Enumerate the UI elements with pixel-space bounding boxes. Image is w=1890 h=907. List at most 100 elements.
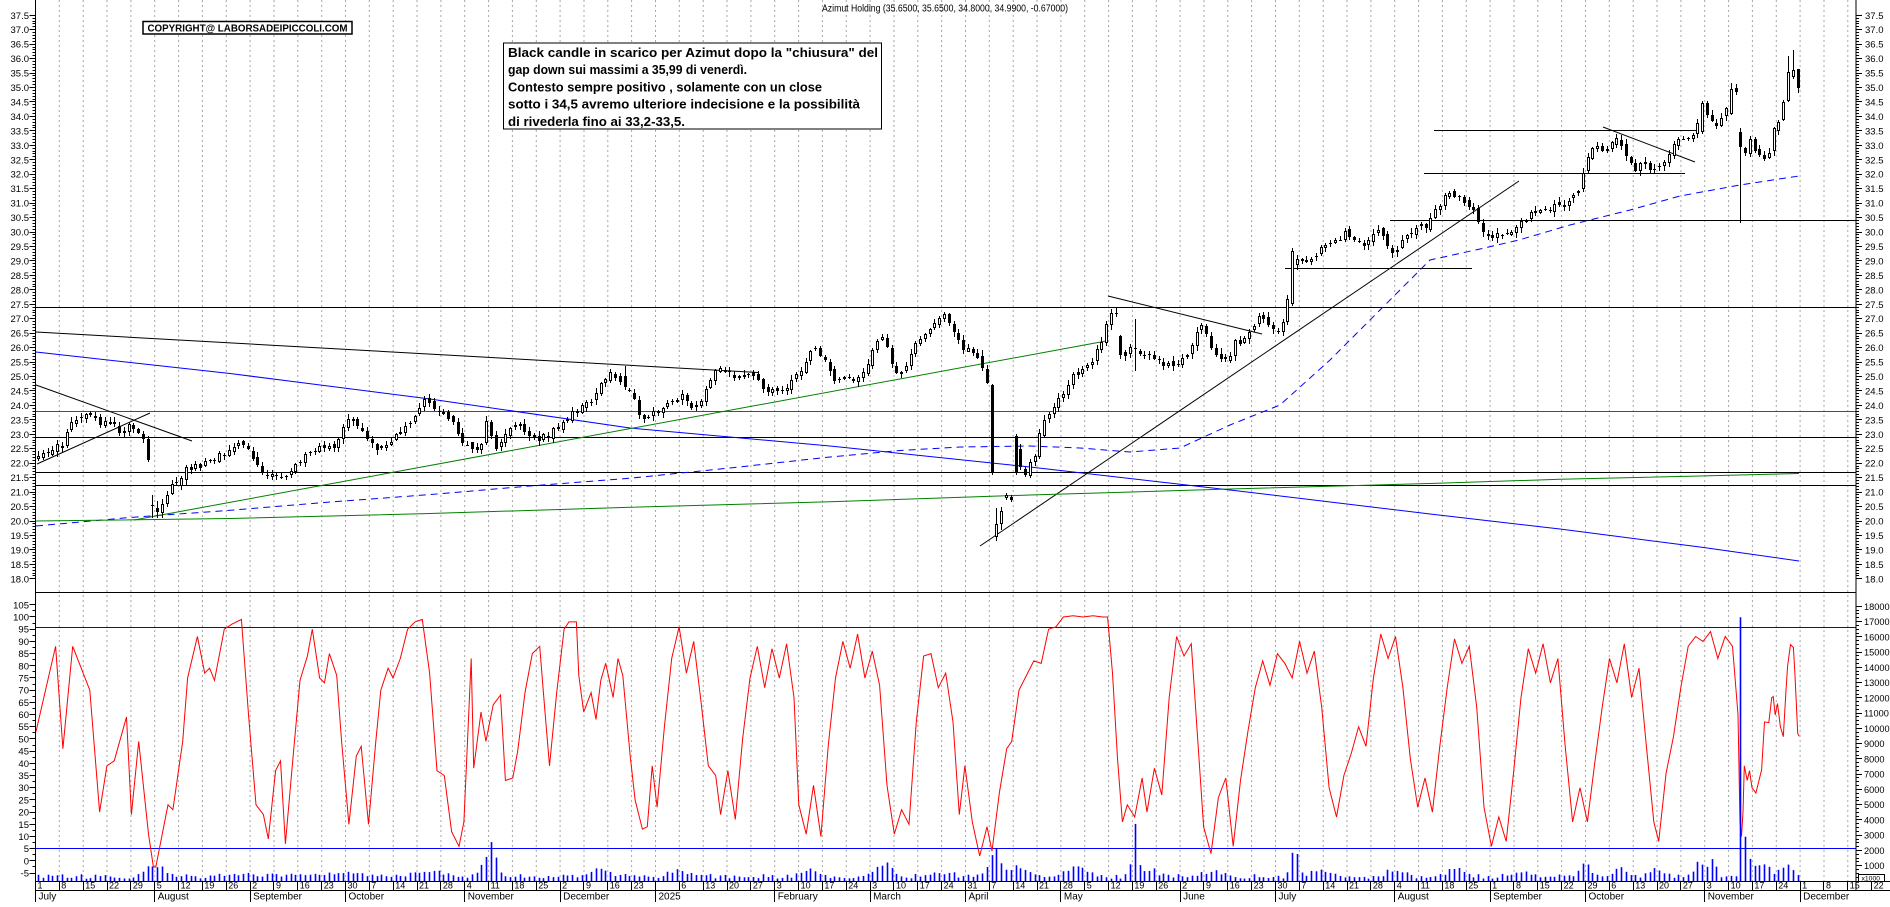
svg-text:26.5: 26.5: [11, 329, 30, 340]
svg-text:20.5: 20.5: [1865, 502, 1884, 513]
svg-text:22: 22: [1564, 881, 1574, 891]
svg-text:24: 24: [848, 881, 858, 891]
svg-text:6000: 6000: [1864, 785, 1884, 795]
svg-text:15000: 15000: [1864, 648, 1890, 658]
svg-text:25: 25: [538, 881, 548, 891]
svg-text:31: 31: [968, 881, 978, 891]
svg-text:25: 25: [1468, 881, 1478, 891]
svg-text:August: August: [158, 892, 189, 903]
svg-text:32.5: 32.5: [1865, 155, 1884, 166]
svg-text:33.0: 33.0: [1865, 141, 1884, 152]
svg-text:37.0: 37.0: [11, 25, 30, 36]
svg-text:23.5: 23.5: [1865, 415, 1884, 426]
svg-text:19.5: 19.5: [11, 531, 30, 542]
svg-text:4000: 4000: [1864, 816, 1884, 826]
svg-text:21: 21: [419, 881, 429, 891]
svg-text:22.5: 22.5: [1865, 444, 1884, 455]
svg-text:1000: 1000: [1864, 861, 1884, 871]
svg-text:60: 60: [18, 710, 29, 721]
svg-text:23.0: 23.0: [11, 430, 30, 441]
svg-text:x1000: x1000: [1862, 876, 1881, 883]
svg-text:24.0: 24.0: [11, 401, 30, 412]
svg-text:22: 22: [109, 881, 119, 891]
svg-text:10: 10: [1731, 881, 1741, 891]
svg-text:30.5: 30.5: [1865, 213, 1884, 224]
svg-text:24.0: 24.0: [1865, 401, 1884, 412]
svg-text:di rivederla fino ai 33,2-33,5: di rivederla fino ai 33,2-33,5.: [508, 115, 685, 129]
svg-text:17: 17: [920, 881, 930, 891]
svg-text:October: October: [349, 892, 385, 903]
svg-text:4: 4: [1397, 881, 1402, 891]
svg-text:31.5: 31.5: [1865, 184, 1884, 195]
svg-text:36.0: 36.0: [11, 54, 30, 65]
svg-text:8: 8: [1826, 881, 1831, 891]
svg-text:27.0: 27.0: [1865, 314, 1884, 325]
svg-text:16000: 16000: [1864, 632, 1890, 642]
svg-text:24: 24: [1778, 881, 1788, 891]
svg-text:30.0: 30.0: [1865, 228, 1884, 239]
svg-text:34.5: 34.5: [1865, 98, 1884, 109]
svg-text:29.5: 29.5: [1865, 242, 1884, 253]
svg-text:33.5: 33.5: [11, 126, 30, 137]
svg-text:10: 10: [18, 832, 29, 843]
svg-text:55: 55: [18, 722, 29, 733]
svg-text:12: 12: [1111, 881, 1121, 891]
svg-text:15: 15: [1540, 881, 1550, 891]
svg-text:8: 8: [1516, 881, 1521, 891]
svg-text:14: 14: [1325, 881, 1335, 891]
svg-text:October: October: [1589, 892, 1625, 903]
svg-text:17000: 17000: [1864, 617, 1890, 627]
svg-text:37.5: 37.5: [1865, 11, 1884, 22]
svg-text:22.5: 22.5: [11, 444, 30, 455]
svg-text:2: 2: [1182, 881, 1187, 891]
svg-text:8: 8: [61, 881, 66, 891]
svg-text:22: 22: [1874, 881, 1884, 891]
svg-text:21.5: 21.5: [11, 473, 30, 484]
svg-text:12000: 12000: [1864, 693, 1890, 703]
svg-text:26: 26: [1158, 881, 1168, 891]
svg-text:28.0: 28.0: [1865, 285, 1884, 296]
svg-text:9: 9: [586, 881, 591, 891]
svg-text:32.0: 32.0: [1865, 170, 1884, 181]
svg-text:16: 16: [300, 881, 310, 891]
svg-text:36.5: 36.5: [1865, 40, 1884, 51]
svg-text:April: April: [969, 892, 989, 903]
svg-text:26.0: 26.0: [1865, 343, 1884, 354]
svg-text:20.0: 20.0: [1865, 517, 1884, 528]
svg-text:11: 11: [491, 881, 500, 891]
svg-text:80: 80: [18, 661, 29, 672]
svg-text:19.0: 19.0: [1865, 545, 1884, 556]
svg-text:13: 13: [705, 881, 715, 891]
svg-text:20.0: 20.0: [11, 517, 30, 528]
svg-text:18: 18: [514, 881, 524, 891]
svg-text:21: 21: [1349, 881, 1359, 891]
svg-text:26.0: 26.0: [11, 343, 30, 354]
svg-text:December: December: [1803, 892, 1850, 903]
svg-text:37.5: 37.5: [11, 11, 30, 22]
svg-text:1: 1: [38, 881, 43, 891]
svg-text:15: 15: [18, 820, 29, 831]
svg-text:27: 27: [753, 881, 763, 891]
svg-text:105: 105: [13, 600, 29, 611]
svg-text:15: 15: [85, 881, 95, 891]
svg-text:May: May: [1064, 892, 1083, 903]
svg-text:9000: 9000: [1864, 739, 1884, 749]
svg-text:June: June: [1183, 892, 1205, 903]
svg-text:10: 10: [896, 881, 906, 891]
svg-text:65: 65: [18, 698, 29, 709]
svg-text:7: 7: [371, 881, 376, 891]
svg-text:1: 1: [1492, 881, 1497, 891]
svg-text:COPYRIGHT@ LABORSADEIPICCOLI.C: COPYRIGHT@ LABORSADEIPICCOLI.COM: [148, 23, 348, 35]
svg-text:45: 45: [18, 747, 29, 758]
svg-text:28: 28: [1063, 881, 1073, 891]
svg-text:27.5: 27.5: [1865, 300, 1884, 311]
svg-text:9: 9: [1206, 881, 1211, 891]
svg-text:21.0: 21.0: [11, 488, 30, 499]
svg-text:5: 5: [157, 881, 162, 891]
svg-text:25: 25: [18, 795, 29, 806]
svg-text:sotto i 34,5 avremo ulteriore: sotto i 34,5 avremo ulteriore indecision…: [508, 98, 860, 112]
svg-text:November: November: [468, 892, 515, 903]
svg-text:70: 70: [18, 686, 29, 697]
svg-text:24: 24: [944, 881, 954, 891]
svg-text:September: September: [253, 892, 303, 903]
